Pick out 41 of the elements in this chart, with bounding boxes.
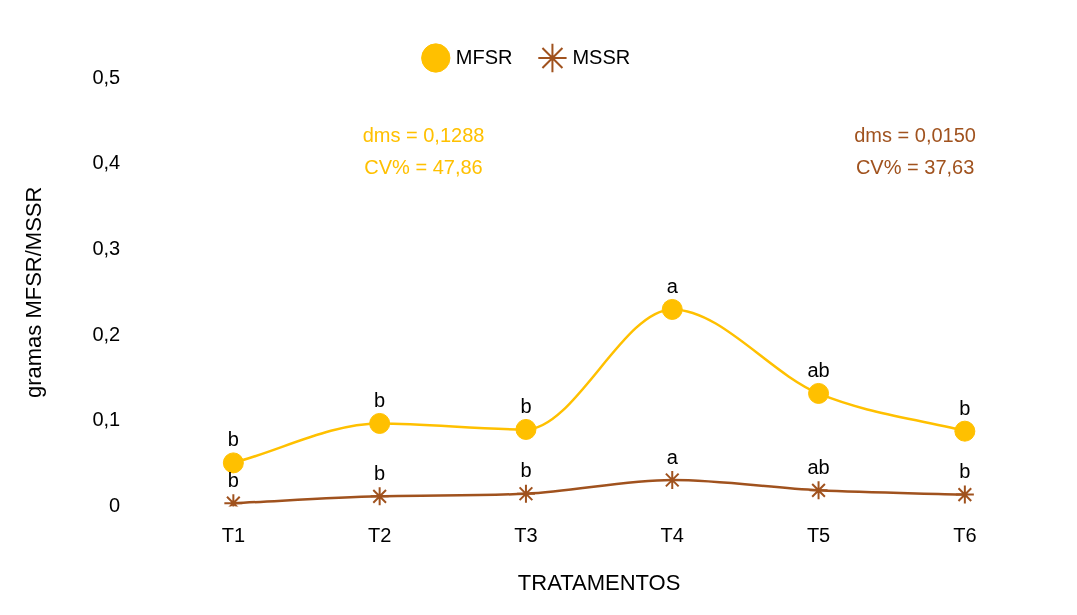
- annotation: a: [666, 274, 679, 297]
- annotation: b: [374, 461, 386, 484]
- point: [369, 486, 390, 507]
- x-tick-label: T4: [660, 524, 684, 547]
- annotation: b: [374, 388, 386, 411]
- y-tick-label: 0,5: [92, 65, 121, 88]
- y-tick-label: 0,1: [92, 408, 121, 431]
- point: [808, 480, 829, 501]
- annotation: a: [666, 445, 679, 468]
- point: [222, 452, 244, 474]
- annotation: dms = 0,0150 CV% = 37,63: [854, 123, 976, 178]
- annotation: b: [959, 396, 971, 419]
- annotation: dms = 0,1288 CV% = 47,86: [362, 123, 485, 178]
- annotation: b: [227, 468, 239, 491]
- legend-label: MSSR: [572, 45, 631, 68]
- point: [661, 298, 683, 320]
- y-tick-label: 0,3: [92, 236, 121, 259]
- point: [515, 418, 537, 440]
- point: [515, 483, 536, 504]
- annotation: b: [520, 459, 532, 482]
- x-tick-label: T6: [953, 524, 977, 547]
- y-tick-label: 0,2: [92, 322, 121, 345]
- legend-label: MFSR: [455, 45, 513, 68]
- annotation: b: [520, 394, 532, 417]
- annotation: ab: [807, 358, 830, 381]
- x-tick-label: T1: [221, 524, 246, 547]
- x-axis-title: TRATAMENTOS: [517, 569, 681, 595]
- point: [954, 484, 975, 505]
- point: [662, 470, 683, 491]
- x-tick-label: T5: [806, 524, 831, 547]
- point: [808, 382, 830, 404]
- annotation: b: [959, 460, 971, 483]
- y-tick-label: 0,4: [92, 151, 121, 174]
- x-tick-label: T3: [514, 524, 538, 547]
- x-tick-label: T2: [367, 524, 392, 547]
- annotation: ab: [807, 455, 830, 478]
- point: [954, 420, 976, 442]
- y-tick-label: 0: [109, 494, 121, 517]
- point: [369, 412, 391, 434]
- annotation: b: [227, 428, 239, 451]
- y-axis-title: gramas MFSR/MSSR: [21, 186, 47, 399]
